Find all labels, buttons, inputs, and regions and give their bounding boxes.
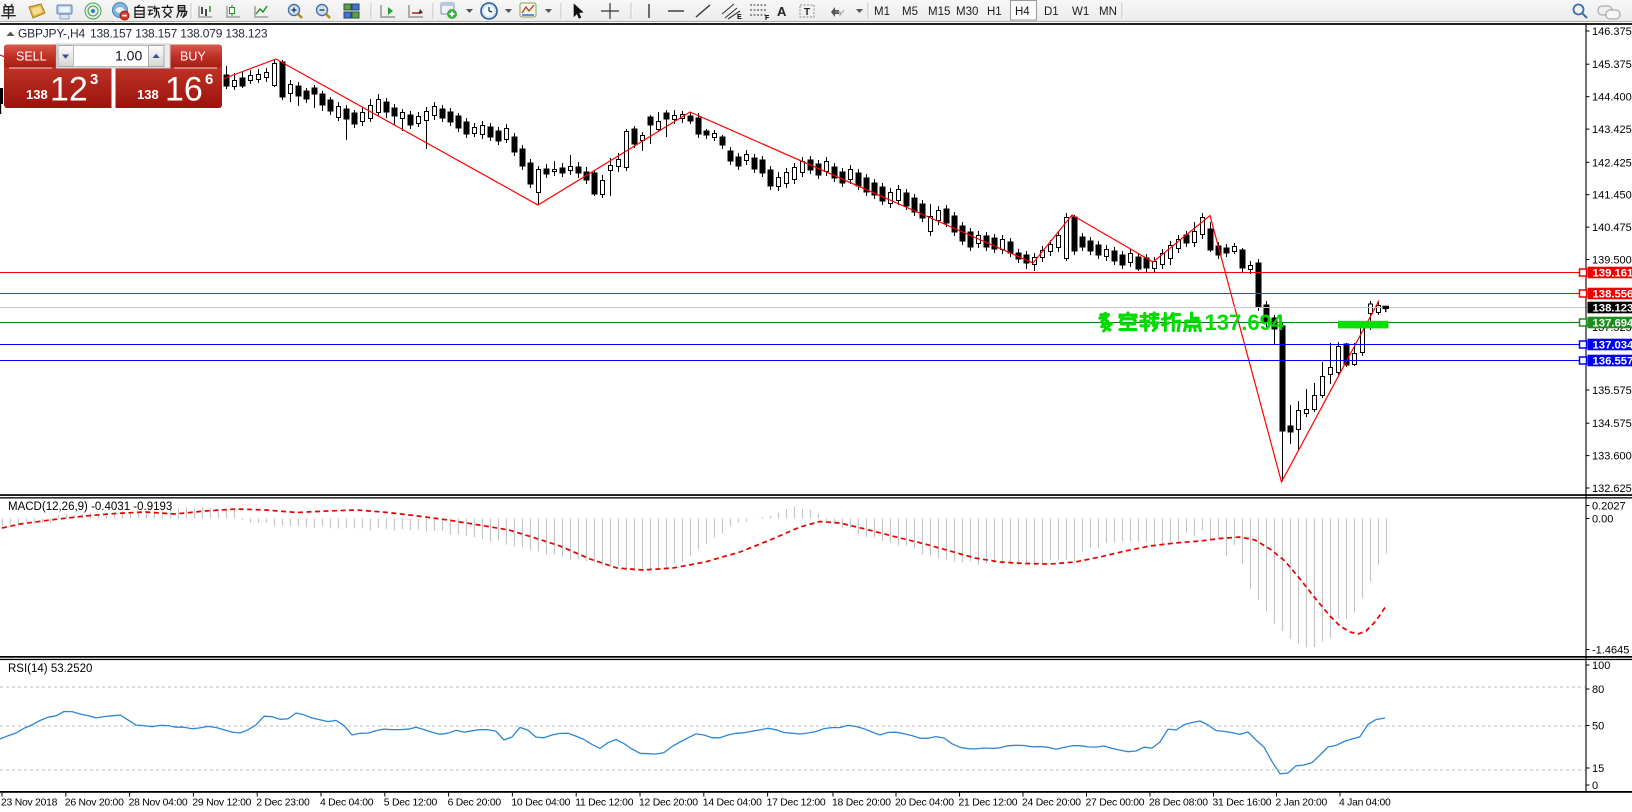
svg-text:138: 138 xyxy=(137,87,159,102)
svg-text:W1: W1 xyxy=(1072,6,1089,18)
svg-text:2 Dec 23:00: 2 Dec 23:00 xyxy=(256,798,310,809)
svg-text:A: A xyxy=(777,4,787,19)
svg-text:50: 50 xyxy=(1592,721,1604,733)
svg-text:4 Jan 04:00: 4 Jan 04:00 xyxy=(1339,798,1391,809)
svg-text:H1: H1 xyxy=(987,6,1002,18)
svg-text:SELL: SELL xyxy=(16,50,47,64)
svg-text:2 Jan 20:00: 2 Jan 20:00 xyxy=(1276,798,1328,809)
svg-text:D1: D1 xyxy=(1044,6,1059,18)
svg-text:16: 16 xyxy=(165,71,203,109)
svg-text:29 Nov 12:00: 29 Nov 12:00 xyxy=(192,798,251,809)
svg-text:145.375: 145.375 xyxy=(1592,59,1632,71)
svg-text:132.625: 132.625 xyxy=(1592,483,1632,495)
svg-text:15: 15 xyxy=(1592,763,1604,775)
svg-text:21 Dec 12:00: 21 Dec 12:00 xyxy=(959,798,1018,809)
svg-text:5 Dec 12:00: 5 Dec 12:00 xyxy=(384,798,438,809)
svg-text:80: 80 xyxy=(1592,684,1604,696)
svg-text:138.556: 138.556 xyxy=(1593,289,1632,301)
svg-text:137.694: 137.694 xyxy=(1593,318,1632,330)
svg-text:20 Dec 04:00: 20 Dec 04:00 xyxy=(895,798,954,809)
svg-text:6 Dec 20:00: 6 Dec 20:00 xyxy=(448,798,502,809)
svg-text:3: 3 xyxy=(90,71,98,88)
svg-text:0.2027: 0.2027 xyxy=(1592,501,1626,513)
svg-text:18 Dec 20:00: 18 Dec 20:00 xyxy=(832,798,891,809)
svg-text:27 Dec 00:00: 27 Dec 00:00 xyxy=(1086,798,1145,809)
svg-text:E: E xyxy=(737,14,742,21)
svg-text:H4: H4 xyxy=(1015,6,1030,18)
svg-text:141.450: 141.450 xyxy=(1592,190,1632,202)
svg-text:144.400: 144.400 xyxy=(1592,92,1632,104)
svg-text:28 Nov 04:00: 28 Nov 04:00 xyxy=(129,798,188,809)
svg-text:M5: M5 xyxy=(902,6,918,18)
svg-text:138.123: 138.123 xyxy=(1593,303,1632,315)
svg-text:138.157 138.157 138.079 138.12: 138.157 138.157 138.079 138.123 xyxy=(90,27,268,41)
svg-text:M15: M15 xyxy=(928,6,950,18)
svg-text:MN: MN xyxy=(1099,6,1117,18)
svg-text:133.600: 133.600 xyxy=(1592,451,1632,463)
svg-text:GBPJPY-,H4: GBPJPY-,H4 xyxy=(18,27,85,41)
svg-text:134.575: 134.575 xyxy=(1592,418,1632,430)
svg-text:137.694: 137.694 xyxy=(1205,310,1285,335)
svg-text:MACD(12,26,9) -0.4031 -0.9193: MACD(12,26,9) -0.4031 -0.9193 xyxy=(8,501,172,513)
svg-text:138: 138 xyxy=(26,87,48,102)
svg-text:RSI(14) 53.2520: RSI(14) 53.2520 xyxy=(8,663,92,675)
svg-text:24 Dec 20:00: 24 Dec 20:00 xyxy=(1022,798,1081,809)
svg-text:135.575: 135.575 xyxy=(1592,385,1632,397)
svg-text:0.00: 0.00 xyxy=(1592,514,1613,526)
svg-text:BUY: BUY xyxy=(180,50,206,64)
svg-text:139.161: 139.161 xyxy=(1593,268,1632,280)
svg-text:14 Dec 04:00: 14 Dec 04:00 xyxy=(703,798,762,809)
svg-text:140.475: 140.475 xyxy=(1592,222,1632,234)
svg-text:11 Dec 12:00: 11 Dec 12:00 xyxy=(575,798,634,809)
svg-text:-1.4645: -1.4645 xyxy=(1592,645,1629,657)
svg-text:28 Dec 08:00: 28 Dec 08:00 xyxy=(1149,798,1208,809)
svg-text:100: 100 xyxy=(1592,660,1610,672)
svg-text:139.500: 139.500 xyxy=(1592,255,1632,267)
svg-text:136.557: 136.557 xyxy=(1593,356,1632,368)
svg-text:23 Nov 2018: 23 Nov 2018 xyxy=(1,798,58,809)
svg-text:31 Dec 16:00: 31 Dec 16:00 xyxy=(1213,798,1272,809)
svg-text:T: T xyxy=(804,7,810,18)
svg-text:4 Dec 04:00: 4 Dec 04:00 xyxy=(320,798,374,809)
svg-text:142.425: 142.425 xyxy=(1592,157,1632,169)
svg-text:1.00: 1.00 xyxy=(115,48,142,64)
svg-text:143.425: 143.425 xyxy=(1592,124,1632,136)
svg-text:M1: M1 xyxy=(874,6,890,18)
svg-text:137.034: 137.034 xyxy=(1593,340,1632,352)
svg-text:12 Dec 20:00: 12 Dec 20:00 xyxy=(639,798,698,809)
svg-text:12: 12 xyxy=(50,71,88,109)
svg-text:0: 0 xyxy=(1592,780,1598,792)
svg-text:17 Dec 12:00: 17 Dec 12:00 xyxy=(767,798,826,809)
svg-text:146.375: 146.375 xyxy=(1592,26,1632,38)
svg-text:M30: M30 xyxy=(956,6,978,18)
svg-text:26 Nov 20:00: 26 Nov 20:00 xyxy=(65,798,124,809)
svg-text:F: F xyxy=(765,15,770,22)
svg-text:10 Dec 04:00: 10 Dec 04:00 xyxy=(511,798,570,809)
svg-text:6: 6 xyxy=(205,71,213,88)
